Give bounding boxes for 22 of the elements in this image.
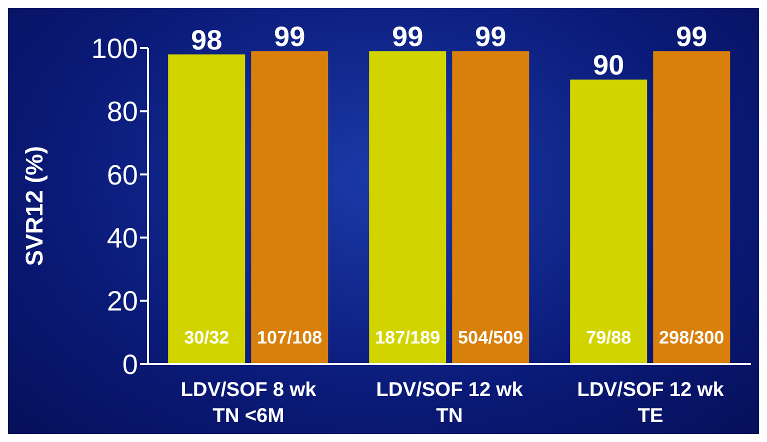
y-tick-label: 0 [122, 348, 138, 380]
annotation: 504/509 [458, 327, 524, 348]
annotation: 187/189 [375, 327, 440, 348]
data-label: 99 [392, 21, 424, 52]
y-tick-label: 40 [106, 222, 138, 254]
data-label: 98 [191, 24, 222, 56]
x-tick-label: LDV/SOF 8 wk TN <6M [180, 379, 318, 427]
y-axis-title: SVR12 (%) [22, 146, 49, 266]
data-label: 99 [676, 21, 708, 52]
x-tick-label: LDV/SOF 12 wk TE [577, 379, 725, 427]
y-tick-label: 80 [106, 96, 138, 128]
data-label: 90 [593, 50, 624, 81]
y-tick-label: 20 [106, 286, 138, 317]
y-tick-label: 100 [91, 32, 138, 64]
data-label: 99 [475, 21, 506, 52]
annotation: 30/32 [184, 327, 230, 348]
annotation: 79/88 [586, 327, 632, 348]
y-tick-label: 60 [106, 159, 138, 190]
annotation: 107/108 [257, 327, 322, 348]
data-label: 99 [274, 21, 306, 52]
x-tick-label: LDV/SOF 12 wk TN [376, 379, 524, 427]
annotation: 298/300 [659, 327, 724, 348]
